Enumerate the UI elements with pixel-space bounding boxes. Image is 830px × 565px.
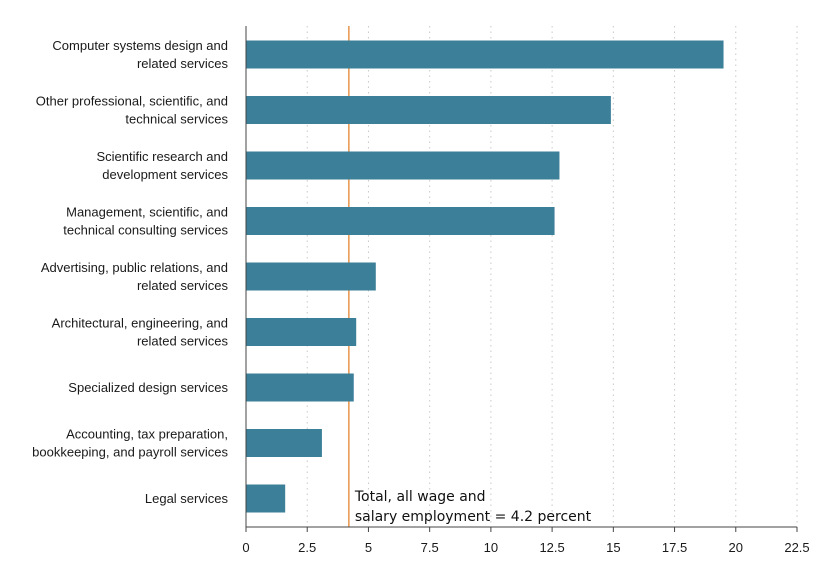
- x-tick-label-0: 0: [242, 540, 249, 555]
- axes: [245, 26, 797, 528]
- category-label-5-line-1: related services: [137, 334, 229, 349]
- category-label-8-line-0: Legal services: [145, 491, 229, 506]
- category-label-3-line-0: Management, scientific, and: [66, 205, 228, 220]
- bar-0: [246, 40, 724, 69]
- category-label-4: Advertising, public relations, and relate…: [41, 260, 229, 293]
- category-label-6-line-0: Specialized design services: [68, 380, 228, 395]
- x-tick-label-2: 5: [365, 540, 372, 555]
- category-label-2: Scientific research and development servi…: [96, 149, 228, 182]
- category-label-1-line-0: Other professional, scientific, and: [36, 94, 228, 109]
- category-label-0-line-0: Computer systems design and: [52, 38, 228, 53]
- category-label-7-line-1: bookkeeping, and payroll services: [32, 445, 228, 460]
- category-label-3: Management, scientific, and technical con…: [63, 205, 228, 238]
- x-tick-label-3: 7.5: [421, 540, 439, 555]
- x-tick-label-9: 22.5: [784, 540, 809, 555]
- bar-3: [246, 207, 555, 235]
- bar-4: [246, 262, 376, 291]
- reference-line-annotation: Total, all wage and salary employment = …: [354, 489, 592, 525]
- category-label-1-line-1: technical services: [125, 112, 228, 127]
- annotation-line-1: Total, all wage and: [354, 489, 486, 505]
- category-label-4-line-1: related services: [137, 278, 229, 293]
- category-label-8: Legal services: [145, 491, 229, 506]
- x-tick-label-8: 20: [729, 540, 743, 555]
- x-tick-label-1: 2.5: [298, 540, 316, 555]
- category-label-4-line-0: Advertising, public relations, and: [41, 260, 228, 275]
- bar-5: [246, 318, 357, 346]
- bars: [246, 40, 724, 513]
- category-label-1: Other professional, scientific, and techn…: [36, 94, 229, 127]
- category-label-0: Computer systems design and related servi…: [52, 38, 228, 71]
- category-label-6: Specialized design services: [68, 380, 228, 395]
- annotation-line-2: salary employment = 4.2 percent: [355, 509, 592, 525]
- category-label-5-line-0: Architectural, engineering, and: [52, 316, 228, 331]
- x-tick-label-5: 12.5: [539, 540, 564, 555]
- category-label-7-line-0: Accounting, tax preparation,: [66, 427, 228, 442]
- category-labels: Computer systems design and related servi…: [32, 38, 228, 506]
- category-label-7: Accounting, tax preparation, bookkeeping,…: [32, 427, 228, 460]
- bar-8: [246, 484, 286, 513]
- bar-6: [246, 373, 354, 402]
- bar-2: [246, 151, 560, 180]
- x-axis-ticks: 0 2.5 5 7.5 10 12.5 15 17.5 20 22.5: [242, 527, 810, 555]
- category-label-2-line-1: development services: [102, 167, 228, 182]
- category-label-0-line-1: related services: [137, 56, 229, 71]
- category-label-3-line-1: technical consulting services: [63, 223, 228, 238]
- x-tick-label-4: 10: [484, 540, 498, 555]
- bar-1: [246, 96, 611, 124]
- bar-7: [246, 429, 322, 457]
- x-tick-label-7: 17.5: [662, 540, 687, 555]
- x-tick-label-6: 15: [606, 540, 620, 555]
- category-label-5: Architectural, engineering, and related s…: [52, 316, 229, 349]
- category-label-2-line-0: Scientific research and: [96, 149, 228, 164]
